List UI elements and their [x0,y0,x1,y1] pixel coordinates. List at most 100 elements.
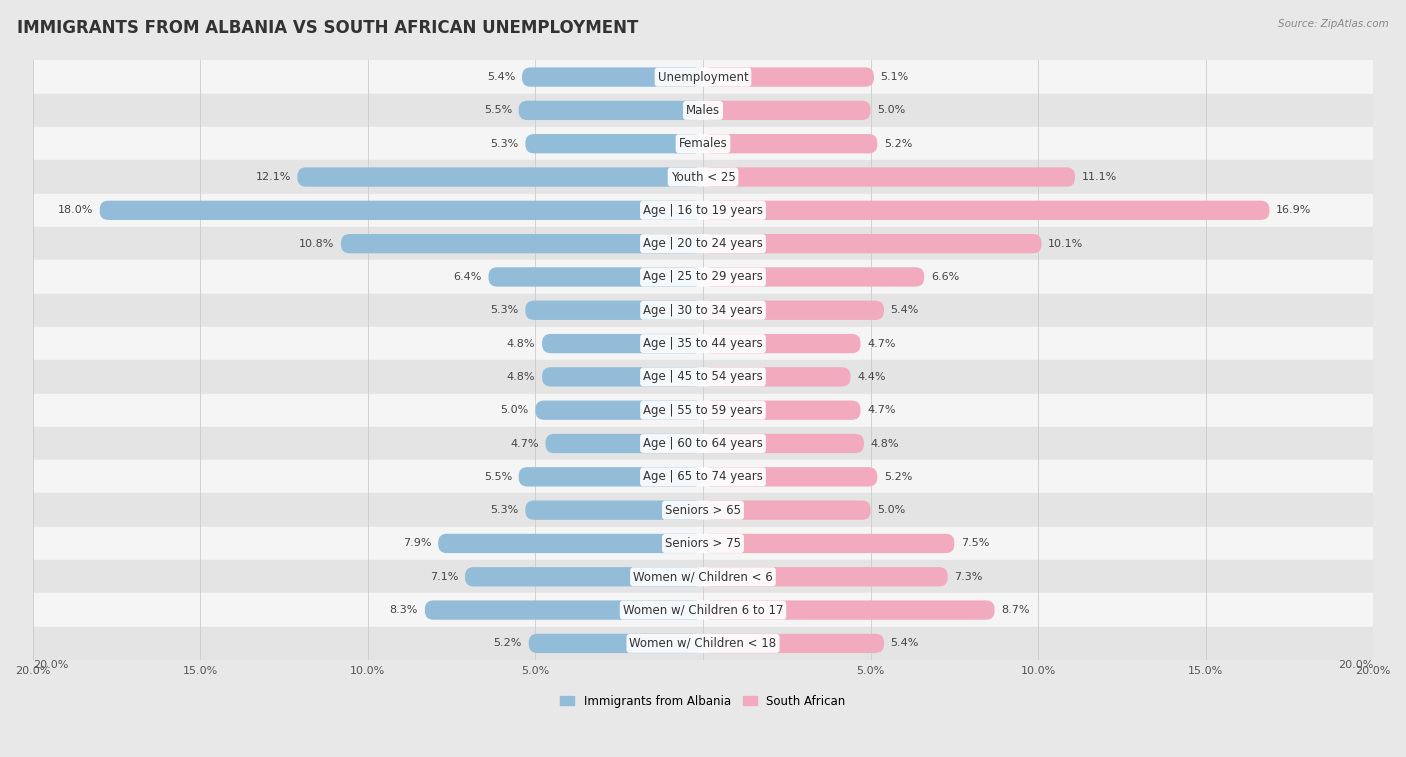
Text: Youth < 25: Youth < 25 [671,170,735,183]
FancyBboxPatch shape [703,301,884,320]
Text: Unemployment: Unemployment [658,70,748,83]
Text: 5.3%: 5.3% [491,139,519,148]
FancyBboxPatch shape [703,201,1270,220]
Text: 5.1%: 5.1% [880,72,908,82]
FancyBboxPatch shape [100,201,703,220]
Text: Age | 55 to 59 years: Age | 55 to 59 years [643,403,763,416]
Bar [32,394,1374,427]
Text: Females: Females [679,137,727,150]
Text: Age | 65 to 74 years: Age | 65 to 74 years [643,470,763,483]
FancyBboxPatch shape [703,500,870,520]
Bar [32,194,1374,227]
Text: 16.9%: 16.9% [1277,205,1312,215]
FancyBboxPatch shape [522,67,703,87]
Bar [32,160,1374,194]
Text: 5.3%: 5.3% [491,505,519,516]
Bar [32,260,1374,294]
Text: 10.1%: 10.1% [1049,238,1084,248]
Text: Age | 25 to 29 years: Age | 25 to 29 years [643,270,763,283]
FancyBboxPatch shape [703,634,884,653]
FancyBboxPatch shape [703,101,870,120]
Text: Age | 60 to 64 years: Age | 60 to 64 years [643,437,763,450]
Bar [32,61,1374,94]
Text: 5.4%: 5.4% [486,72,516,82]
Text: 4.7%: 4.7% [868,338,896,348]
Text: IMMIGRANTS FROM ALBANIA VS SOUTH AFRICAN UNEMPLOYMENT: IMMIGRANTS FROM ALBANIA VS SOUTH AFRICAN… [17,19,638,37]
Text: 7.3%: 7.3% [955,572,983,582]
FancyBboxPatch shape [703,600,994,620]
Text: 4.4%: 4.4% [858,372,886,382]
Text: Males: Males [686,104,720,117]
Bar [32,527,1374,560]
FancyBboxPatch shape [519,101,703,120]
Text: 18.0%: 18.0% [58,205,93,215]
Bar [32,94,1374,127]
FancyBboxPatch shape [298,167,703,187]
Text: Age | 35 to 44 years: Age | 35 to 44 years [643,337,763,350]
Text: 20.0%: 20.0% [1339,660,1374,670]
Text: 4.7%: 4.7% [868,405,896,415]
Bar [32,460,1374,494]
Text: 6.6%: 6.6% [931,272,959,282]
Bar [32,427,1374,460]
Text: Age | 45 to 54 years: Age | 45 to 54 years [643,370,763,383]
Bar [32,627,1374,660]
Text: Age | 30 to 34 years: Age | 30 to 34 years [643,304,763,316]
Text: Source: ZipAtlas.com: Source: ZipAtlas.com [1278,19,1389,29]
Text: 5.2%: 5.2% [884,139,912,148]
Text: Women w/ Children 6 to 17: Women w/ Children 6 to 17 [623,603,783,617]
Text: 5.5%: 5.5% [484,105,512,115]
Text: 5.0%: 5.0% [877,505,905,516]
Text: 5.2%: 5.2% [494,638,522,649]
FancyBboxPatch shape [703,267,924,287]
FancyBboxPatch shape [703,567,948,587]
Bar [32,360,1374,394]
FancyBboxPatch shape [703,234,1042,254]
Bar [32,294,1374,327]
Text: 4.8%: 4.8% [508,372,536,382]
FancyBboxPatch shape [425,600,703,620]
Text: 20.0%: 20.0% [32,660,67,670]
FancyBboxPatch shape [439,534,703,553]
Text: 5.5%: 5.5% [484,472,512,482]
FancyBboxPatch shape [342,234,703,254]
Text: 10.8%: 10.8% [299,238,335,248]
FancyBboxPatch shape [703,134,877,154]
Text: 4.7%: 4.7% [510,438,538,448]
FancyBboxPatch shape [465,567,703,587]
Bar [32,327,1374,360]
FancyBboxPatch shape [543,334,703,354]
Legend: Immigrants from Albania, South African: Immigrants from Albania, South African [555,690,851,712]
Text: 8.3%: 8.3% [389,605,418,615]
Text: 7.5%: 7.5% [962,538,990,549]
FancyBboxPatch shape [526,134,703,154]
FancyBboxPatch shape [703,167,1076,187]
FancyBboxPatch shape [529,634,703,653]
Bar [32,227,1374,260]
Text: 7.9%: 7.9% [404,538,432,549]
Bar [32,494,1374,527]
Text: Seniors > 75: Seniors > 75 [665,537,741,550]
Text: Age | 16 to 19 years: Age | 16 to 19 years [643,204,763,217]
Text: 6.4%: 6.4% [453,272,482,282]
FancyBboxPatch shape [703,367,851,387]
FancyBboxPatch shape [703,400,860,420]
FancyBboxPatch shape [526,500,703,520]
FancyBboxPatch shape [526,301,703,320]
FancyBboxPatch shape [543,367,703,387]
Bar [32,593,1374,627]
Text: Age | 20 to 24 years: Age | 20 to 24 years [643,237,763,250]
Text: Women w/ Children < 6: Women w/ Children < 6 [633,570,773,584]
Text: Seniors > 65: Seniors > 65 [665,503,741,516]
Text: 5.4%: 5.4% [890,305,920,315]
Text: 5.0%: 5.0% [877,105,905,115]
Bar [32,560,1374,593]
Text: Women w/ Children < 18: Women w/ Children < 18 [630,637,776,650]
Text: 4.8%: 4.8% [508,338,536,348]
Text: 5.3%: 5.3% [491,305,519,315]
FancyBboxPatch shape [536,400,703,420]
FancyBboxPatch shape [703,467,877,487]
FancyBboxPatch shape [519,467,703,487]
Text: 12.1%: 12.1% [256,172,291,182]
Text: 7.1%: 7.1% [430,572,458,582]
